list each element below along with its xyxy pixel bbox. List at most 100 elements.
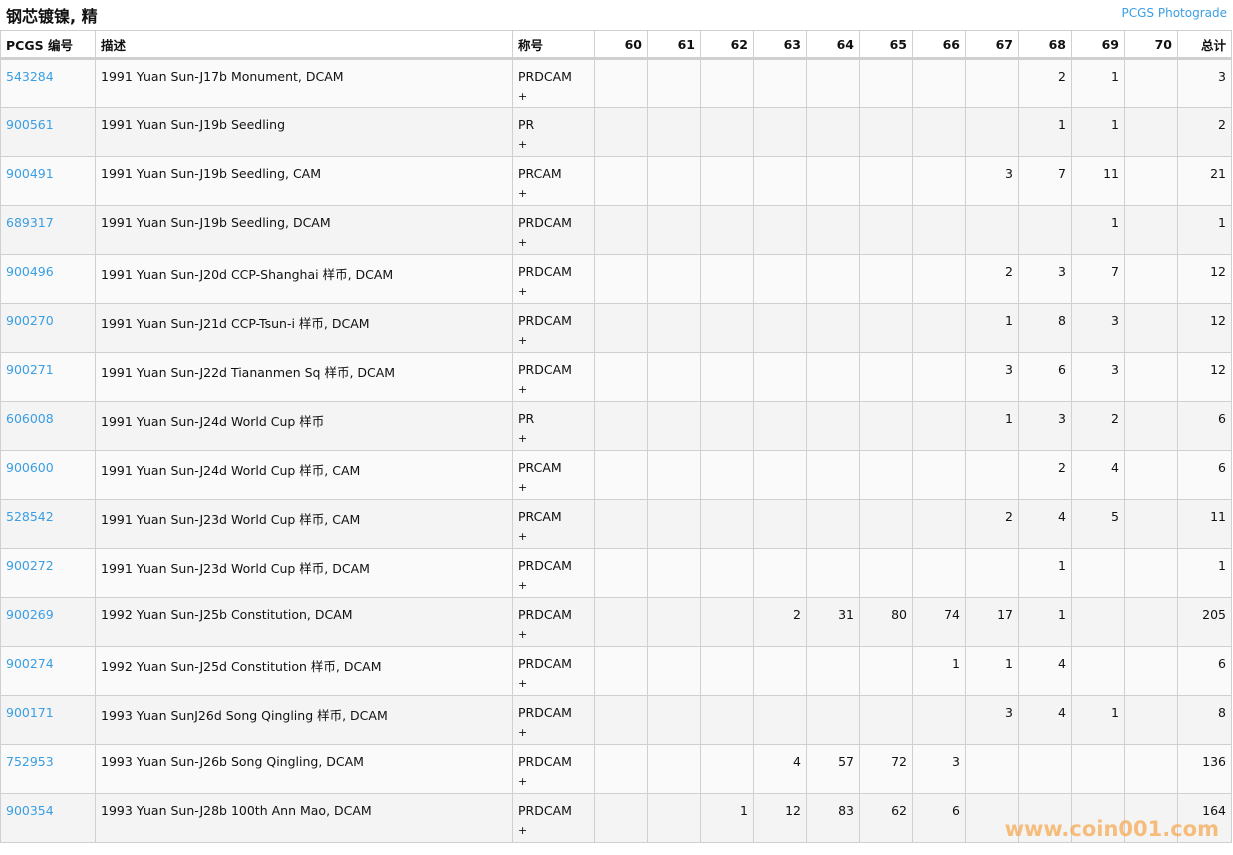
table-row: 900269 1992 Yuan Sun-J25b Constitution, D… <box>0 597 1232 647</box>
pcgs-number-cell: 606008 <box>0 401 96 451</box>
plus-toggle[interactable]: + <box>518 775 528 788</box>
grade-count-cell: 2 <box>1071 401 1125 451</box>
grade-count-cell <box>1124 499 1178 549</box>
grade-count-cell: 4 <box>1018 499 1072 549</box>
pcgs-number-link[interactable]: 606008 <box>6 411 54 426</box>
plus-toggle[interactable]: + <box>518 187 528 200</box>
description-cell: 1993 Yuan Sun-J26b Song Qingling, DCAM <box>95 744 513 794</box>
page-header: 钢芯镀镍, 精 PCGS Photograde <box>0 0 1233 30</box>
pcgs-number-link[interactable]: 900561 <box>6 117 54 132</box>
plus-toggle[interactable]: + <box>518 726 528 739</box>
grade-count-cell <box>594 205 648 255</box>
column-header: 70 <box>1124 30 1178 60</box>
grade-count-cell: 3 <box>912 744 966 794</box>
grade-count-cell <box>1124 254 1178 304</box>
grade-count-cell: 11 <box>1071 156 1125 206</box>
table-row: 900274 1992 Yuan Sun-J25d Constitution 样币… <box>0 646 1232 696</box>
grade-count-cell <box>647 499 701 549</box>
plus-toggle[interactable]: + <box>518 530 528 543</box>
grade-count-cell <box>912 548 966 598</box>
grade-count-cell <box>1071 548 1125 598</box>
pcgs-number-link[interactable]: 900600 <box>6 460 54 475</box>
grade-count-cell <box>700 156 754 206</box>
grade-count-cell <box>647 58 701 108</box>
description-cell: 1991 Yuan Sun-J22d Tiananmen Sq 样币, DCAM <box>95 352 513 402</box>
grade-count-cell <box>859 401 913 451</box>
grade-count-cell: 3 <box>1071 303 1125 353</box>
description-cell: 1991 Yuan Sun-J20d CCP-Shanghai 样币, DCAM <box>95 254 513 304</box>
grade-count-cell <box>1018 205 1072 255</box>
grade-count-cell <box>859 254 913 304</box>
grade-count-cell <box>859 450 913 500</box>
plus-toggle[interactable]: + <box>518 481 528 494</box>
grade-count-cell <box>1018 793 1072 843</box>
plus-toggle[interactable]: + <box>518 432 528 445</box>
table-row: 689317 1991 Yuan Sun-J19b Seedling, DCAM P… <box>0 205 1232 255</box>
designation: PRDCAM <box>518 69 572 84</box>
grade-count-cell <box>806 303 860 353</box>
pcgs-number-link[interactable]: 528542 <box>6 509 54 524</box>
grade-count-cell <box>700 548 754 598</box>
table-row: 900271 1991 Yuan Sun-J22d Tiananmen Sq 样币… <box>0 352 1232 402</box>
description-cell: 1991 Yuan Sun-J23d World Cup 样币, CAM <box>95 499 513 549</box>
grade-count-cell <box>594 450 648 500</box>
grade-count-cell <box>753 58 807 108</box>
plus-toggle[interactable]: + <box>518 628 528 641</box>
table-row: 900496 1991 Yuan Sun-J20d CCP-Shanghai 样币… <box>0 254 1232 304</box>
pcgs-number-link[interactable]: 900354 <box>6 803 54 818</box>
total-cell: 12 <box>1177 254 1232 304</box>
plus-toggle[interactable]: + <box>518 383 528 396</box>
grade-count-cell <box>806 450 860 500</box>
grade-count-cell: 4 <box>1018 646 1072 696</box>
pcgs-photograde-link[interactable]: PCGS Photograde <box>1121 6 1227 20</box>
grade-count-cell <box>753 450 807 500</box>
grade-count-cell <box>1124 646 1178 696</box>
pcgs-number-link[interactable]: 900271 <box>6 362 54 377</box>
plus-toggle[interactable]: + <box>518 824 528 837</box>
plus-toggle[interactable]: + <box>518 334 528 347</box>
grade-count-cell <box>700 695 754 745</box>
table-row: 900272 1991 Yuan Sun-J23d World Cup 样币, D… <box>0 548 1232 598</box>
grade-count-cell <box>647 254 701 304</box>
grade-count-cell: 12 <box>753 793 807 843</box>
grade-count-cell <box>647 744 701 794</box>
plus-toggle[interactable]: + <box>518 236 528 249</box>
pcgs-number-cell: 900269 <box>0 597 96 647</box>
designation-cell: PRDCAM + <box>512 597 595 647</box>
pcgs-number-link[interactable]: 900171 <box>6 705 54 720</box>
pcgs-number-link[interactable]: 900496 <box>6 264 54 279</box>
pcgs-number-link[interactable]: 900272 <box>6 558 54 573</box>
grade-count-cell <box>594 107 648 157</box>
grade-count-cell: 1 <box>1018 548 1072 598</box>
grade-count-cell <box>647 156 701 206</box>
pcgs-number-cell: 528542 <box>0 499 96 549</box>
grade-count-cell <box>700 646 754 696</box>
plus-toggle[interactable]: + <box>518 138 528 151</box>
grade-count-cell: 1 <box>912 646 966 696</box>
description-cell: 1992 Yuan Sun-J25b Constitution, DCAM <box>95 597 513 647</box>
plus-toggle[interactable]: + <box>518 90 528 103</box>
grade-count-cell: 2 <box>753 597 807 647</box>
grade-count-cell <box>806 401 860 451</box>
plus-toggle[interactable]: + <box>518 285 528 298</box>
designation: PRDCAM <box>518 656 572 671</box>
column-header: 66 <box>912 30 966 60</box>
pcgs-number-link[interactable]: 752953 <box>6 754 54 769</box>
grade-count-cell: 5 <box>1071 499 1125 549</box>
pcgs-number-link[interactable]: 689317 <box>6 215 54 230</box>
grade-count-cell: 1 <box>965 646 1019 696</box>
pcgs-number-link[interactable]: 900269 <box>6 607 54 622</box>
plus-toggle[interactable]: + <box>518 579 528 592</box>
grade-count-cell <box>647 450 701 500</box>
grade-count-cell: 80 <box>859 597 913 647</box>
grade-count-cell <box>700 107 754 157</box>
pcgs-number-link[interactable]: 900491 <box>6 166 54 181</box>
pcgs-number-link[interactable]: 900274 <box>6 656 54 671</box>
designation: PRDCAM <box>518 215 572 230</box>
pcgs-number-link[interactable]: 543284 <box>6 69 54 84</box>
grade-count-cell <box>753 205 807 255</box>
designation-cell: PR + <box>512 401 595 451</box>
plus-toggle[interactable]: + <box>518 677 528 690</box>
pcgs-number-link[interactable]: 900270 <box>6 313 54 328</box>
pcgs-number-cell: 900270 <box>0 303 96 353</box>
